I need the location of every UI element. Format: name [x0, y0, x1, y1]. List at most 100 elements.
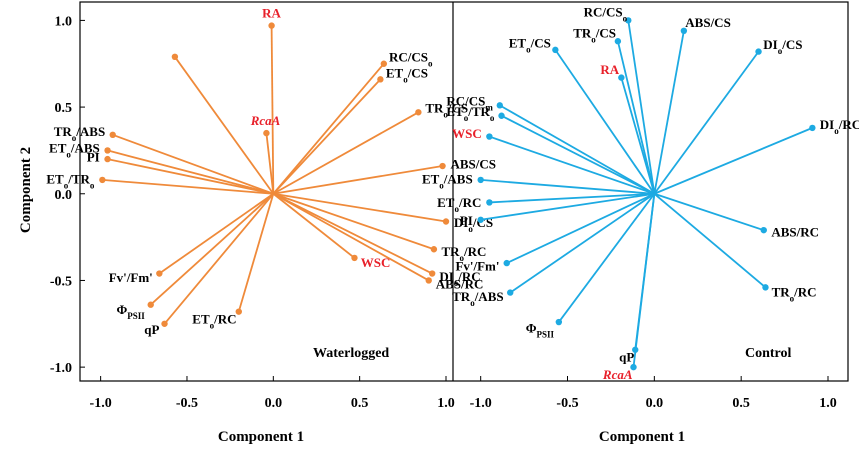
vector-label: TRo/CS	[573, 25, 616, 44]
loading-vector	[107, 149, 274, 195]
vector-label: ETo/ABS	[49, 140, 100, 159]
x-tick-label: 0.0	[265, 396, 283, 411]
x-tick-label: 0.5	[351, 396, 369, 411]
loading-vector	[272, 78, 382, 195]
vector-label: TRo/RC	[441, 244, 486, 263]
vector-label: ABS/RC	[436, 276, 484, 291]
loading-point	[809, 124, 816, 132]
loading-point	[555, 318, 563, 326]
loading-vector	[653, 127, 813, 195]
loading-vector	[616, 40, 656, 194]
vector-label: DIo/RC	[820, 117, 859, 136]
loading-point	[486, 199, 493, 206]
loading-vector	[270, 25, 275, 194]
loading-vector	[112, 133, 274, 195]
y-tick-label: -0.5	[50, 274, 72, 289]
loading-point	[552, 46, 559, 54]
vector-label: ETo/CS	[386, 66, 428, 85]
loading-point	[614, 38, 622, 45]
loading-point	[235, 308, 242, 315]
vector-label: ETo/TRo	[46, 171, 95, 190]
loading-point	[109, 131, 116, 139]
vector-label: ABS/CS	[450, 157, 496, 172]
vector-label: qP	[144, 322, 159, 337]
vector-label: ΦPSII	[116, 302, 145, 321]
vector-label: WSC	[361, 255, 391, 270]
loading-vector	[272, 63, 385, 195]
loading-vector	[272, 193, 356, 259]
vector-label: ABS/CS	[685, 15, 731, 30]
loading-vector	[632, 193, 656, 368]
loading-vector	[237, 193, 275, 312]
loading-vector	[273, 192, 435, 251]
loading-point	[430, 246, 438, 253]
vector-label: RcaA	[250, 113, 281, 128]
plot-frame	[79, 1, 849, 382]
loading-vector	[272, 192, 430, 282]
loading-point	[755, 48, 762, 55]
loading-point	[439, 162, 446, 170]
panel-waterlogged: -1.0 -0.5 0.0 0.5 1.0 Component 1 Waterlogged R…	[46, 6, 496, 445]
loading-point	[147, 301, 154, 308]
x-axis-title: Component 1	[599, 429, 685, 445]
x-tick-label: 1.0	[819, 396, 837, 411]
loading-vector	[558, 193, 656, 323]
loading-point	[442, 218, 450, 225]
vector-label: ABS/RC	[771, 225, 819, 240]
loading-point	[156, 270, 163, 277]
loading-vector	[499, 104, 655, 195]
vector-label: RcaA	[602, 367, 633, 382]
loading-vector	[506, 192, 655, 264]
loading-vector	[265, 132, 275, 194]
x-axis-title: Component 1	[218, 429, 304, 445]
loading-point	[171, 53, 179, 61]
loading-vector	[489, 192, 655, 204]
loading-point	[425, 277, 432, 284]
loading-point	[104, 147, 111, 154]
vector-label: ETo/CS	[509, 35, 551, 54]
loading-vector	[174, 56, 275, 195]
loading-point	[428, 270, 436, 277]
loading-vector	[489, 135, 655, 195]
loading-point	[415, 109, 422, 116]
x-tick-label: -1.0	[470, 396, 492, 411]
vector-label: PI	[460, 213, 473, 228]
loading-vector	[554, 49, 656, 195]
loading-vector	[654, 192, 765, 232]
vector-label: DIo/CS	[763, 37, 802, 56]
vector-label: TRo/ABS	[54, 124, 105, 143]
loading-vector	[653, 51, 760, 195]
loading-point	[351, 254, 358, 262]
x-tick-label: 0.5	[732, 396, 750, 411]
x-tick-label: 1.0	[437, 396, 455, 411]
loading-vector	[653, 193, 767, 289]
x-tick-label: -0.5	[176, 396, 198, 411]
vector-label: RA	[262, 6, 281, 21]
vector-label: WSC	[452, 126, 482, 141]
panel-label: Control	[745, 346, 792, 361]
loading-point	[104, 155, 111, 163]
loading-point	[680, 27, 688, 35]
loading-vector	[480, 179, 655, 195]
loading-point	[496, 102, 503, 109]
loading-point	[507, 289, 514, 296]
vector-label: TRo/RC	[772, 285, 817, 304]
loading-point	[380, 60, 388, 67]
vector-label: RC/CSo	[389, 50, 433, 69]
vector-label: TRo/ABS	[452, 289, 503, 308]
loading-point	[263, 129, 270, 137]
loading-point	[498, 112, 505, 119]
loading-vector	[273, 192, 447, 223]
y-tick-label: 1.0	[55, 14, 73, 29]
vector-label: ΦPSII	[526, 320, 555, 339]
loading-point	[630, 363, 637, 371]
loading-vector	[163, 193, 275, 325]
loading-point	[503, 259, 510, 267]
loading-point	[762, 284, 769, 291]
vector-label: ETo/ABS	[422, 171, 473, 190]
vector-label: RC/CSm	[446, 93, 493, 112]
loading-vector	[620, 77, 656, 195]
loading-vector	[273, 165, 443, 195]
panel-control: -1.0 -0.5 0.0 0.5 1.0 Component 1 Control RC/CS…	[422, 4, 859, 445]
vector-label: ETo/RC	[192, 311, 236, 330]
